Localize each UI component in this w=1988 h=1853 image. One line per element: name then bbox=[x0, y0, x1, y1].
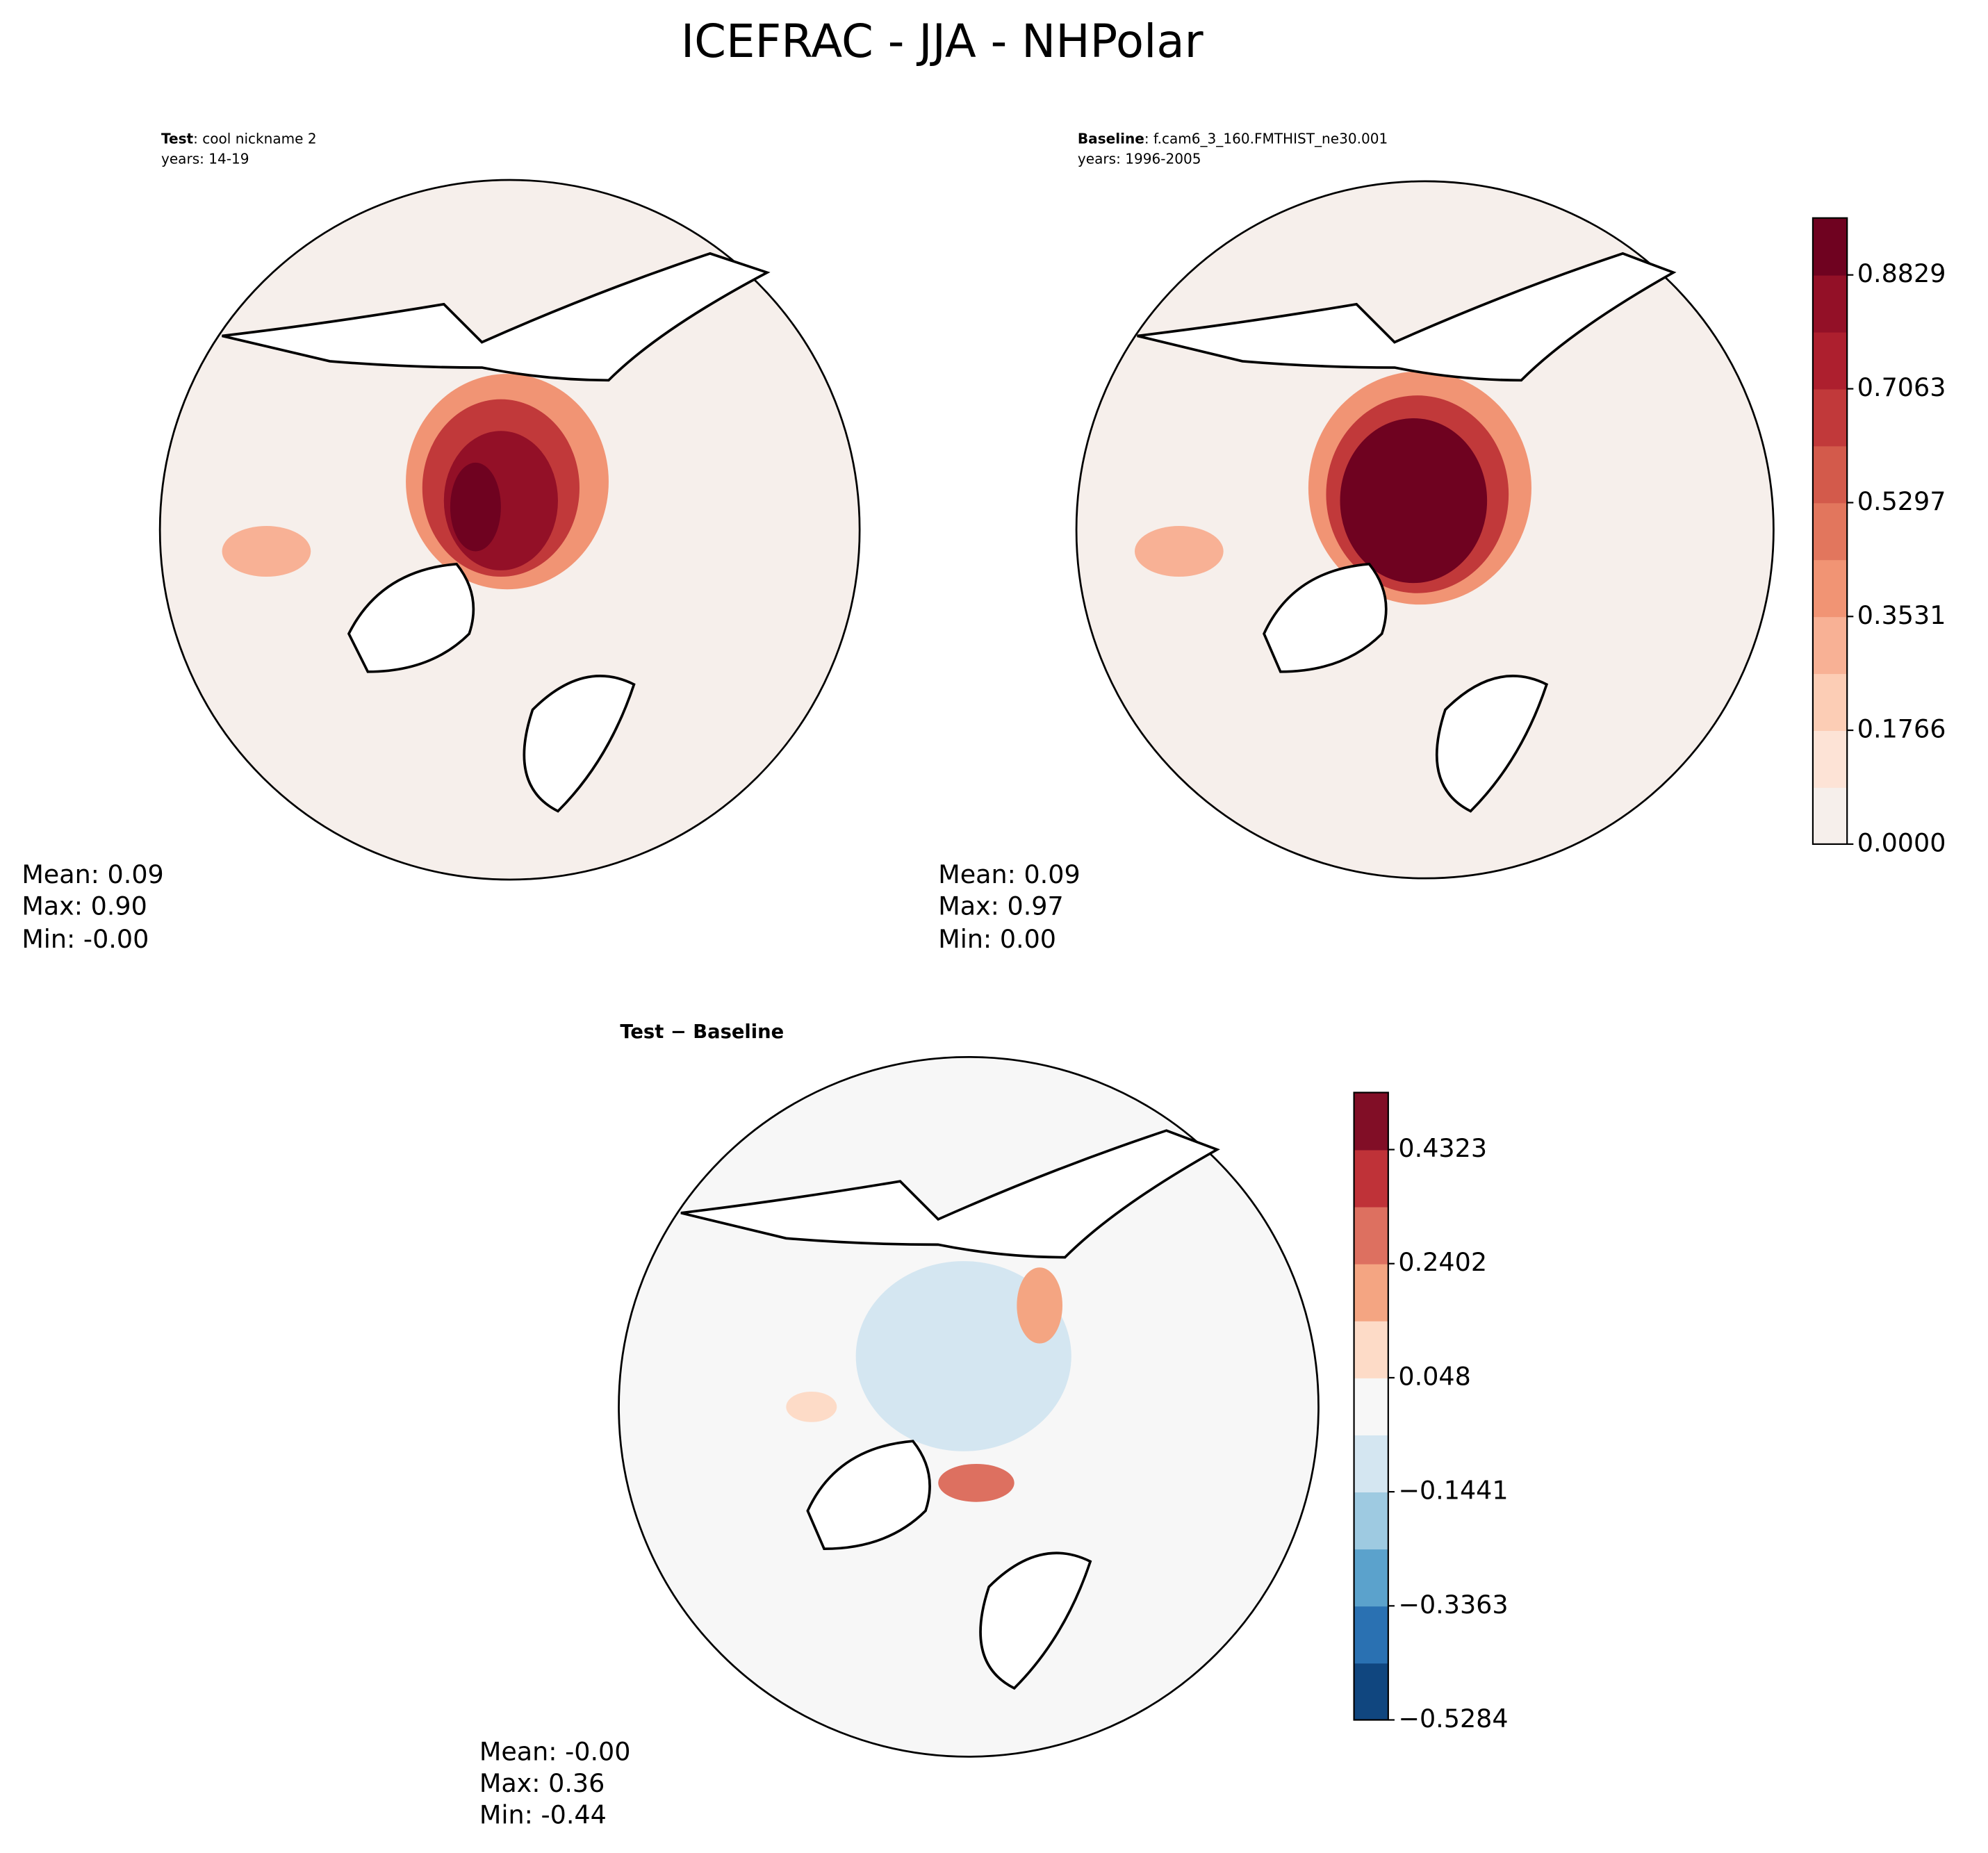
map bbox=[1075, 180, 1775, 880]
stat: Mean: 0.09 bbox=[938, 859, 1080, 889]
colorbar-frame bbox=[1353, 1092, 1389, 1721]
panel-case: : f.cam6_3_160.FMTHIST_ne30.001 bbox=[1144, 130, 1388, 147]
colorbar-band bbox=[1812, 331, 1848, 390]
figure-title: ICEFRAC - JJA - NHPolar bbox=[681, 15, 1204, 68]
panel-years: years: 1996-2005 bbox=[1078, 150, 1201, 167]
colorbar-band bbox=[1354, 1377, 1388, 1435]
colorbar-tick-label: 0.2402 bbox=[1398, 1247, 1487, 1277]
colorbar-tick-label: −0.3363 bbox=[1398, 1590, 1508, 1620]
map bbox=[158, 179, 861, 881]
colorbar-band bbox=[1354, 1263, 1388, 1321]
colorbar-band bbox=[1812, 787, 1848, 845]
stat: Min: 0.00 bbox=[938, 924, 1056, 954]
colorbar-band bbox=[1354, 1549, 1388, 1607]
panel-label: Test bbox=[161, 130, 194, 147]
stat: Mean: 0.09 bbox=[22, 859, 163, 889]
colorbar-tick-label: −0.5284 bbox=[1398, 1704, 1508, 1733]
colorbar-band bbox=[1812, 559, 1848, 618]
stat: Min: -0.00 bbox=[22, 924, 149, 954]
colorbar-band bbox=[1354, 1663, 1388, 1721]
stat: Max: 0.90 bbox=[22, 891, 147, 921]
panel-heading: Test: cool nickname 2 bbox=[161, 130, 317, 147]
colorbar-tick-label: 0.8829 bbox=[1857, 258, 1946, 288]
panel-heading: Baseline: f.cam6_3_160.FMTHIST_ne30.001 bbox=[1078, 130, 1388, 147]
colorbar-band bbox=[1812, 502, 1848, 561]
colorbar-band bbox=[1812, 730, 1848, 788]
stat: Max: 0.97 bbox=[938, 891, 1063, 921]
colorbar-tick-label: 0.3531 bbox=[1857, 600, 1946, 630]
colorbar-tick-label: 0.4323 bbox=[1398, 1133, 1487, 1163]
colorbar-tick-label: −0.1441 bbox=[1398, 1476, 1508, 1506]
colorbar-tick-label: 0.0000 bbox=[1857, 827, 1946, 857]
panel-heading: Test − Baseline bbox=[620, 1021, 784, 1043]
stat: Mean: -0.00 bbox=[479, 1736, 631, 1766]
colorbar-band bbox=[1812, 445, 1848, 504]
colorbar-band bbox=[1354, 1206, 1388, 1265]
colorbar-tick-label: 0.7063 bbox=[1857, 372, 1946, 402]
map bbox=[618, 1056, 1320, 1758]
colorbar-tick-label: 0.1766 bbox=[1857, 714, 1946, 744]
colorbar-band bbox=[1812, 217, 1848, 276]
colorbar-tick-label: 0.048 bbox=[1398, 1361, 1470, 1391]
colorbar-band bbox=[1812, 388, 1848, 447]
panel-label: Baseline bbox=[1078, 130, 1144, 147]
colorbar-frame bbox=[1812, 217, 1848, 846]
stat: Max: 0.36 bbox=[479, 1768, 605, 1798]
colorbar-band bbox=[1354, 1492, 1388, 1550]
colorbar-band bbox=[1354, 1149, 1388, 1208]
colorbar-band bbox=[1812, 274, 1848, 333]
colorbar-band bbox=[1354, 1435, 1388, 1493]
stat: Min: -0.44 bbox=[479, 1800, 607, 1830]
colorbar-band bbox=[1354, 1092, 1388, 1151]
colorbar-band bbox=[1812, 616, 1848, 675]
panel-case: : cool nickname 2 bbox=[193, 130, 317, 147]
colorbar-tick-label: 0.5297 bbox=[1857, 486, 1946, 516]
colorbar-band bbox=[1812, 673, 1848, 731]
panel-years: years: 14-19 bbox=[161, 150, 249, 167]
colorbar-band bbox=[1354, 1606, 1388, 1664]
colorbar-band bbox=[1354, 1320, 1388, 1378]
